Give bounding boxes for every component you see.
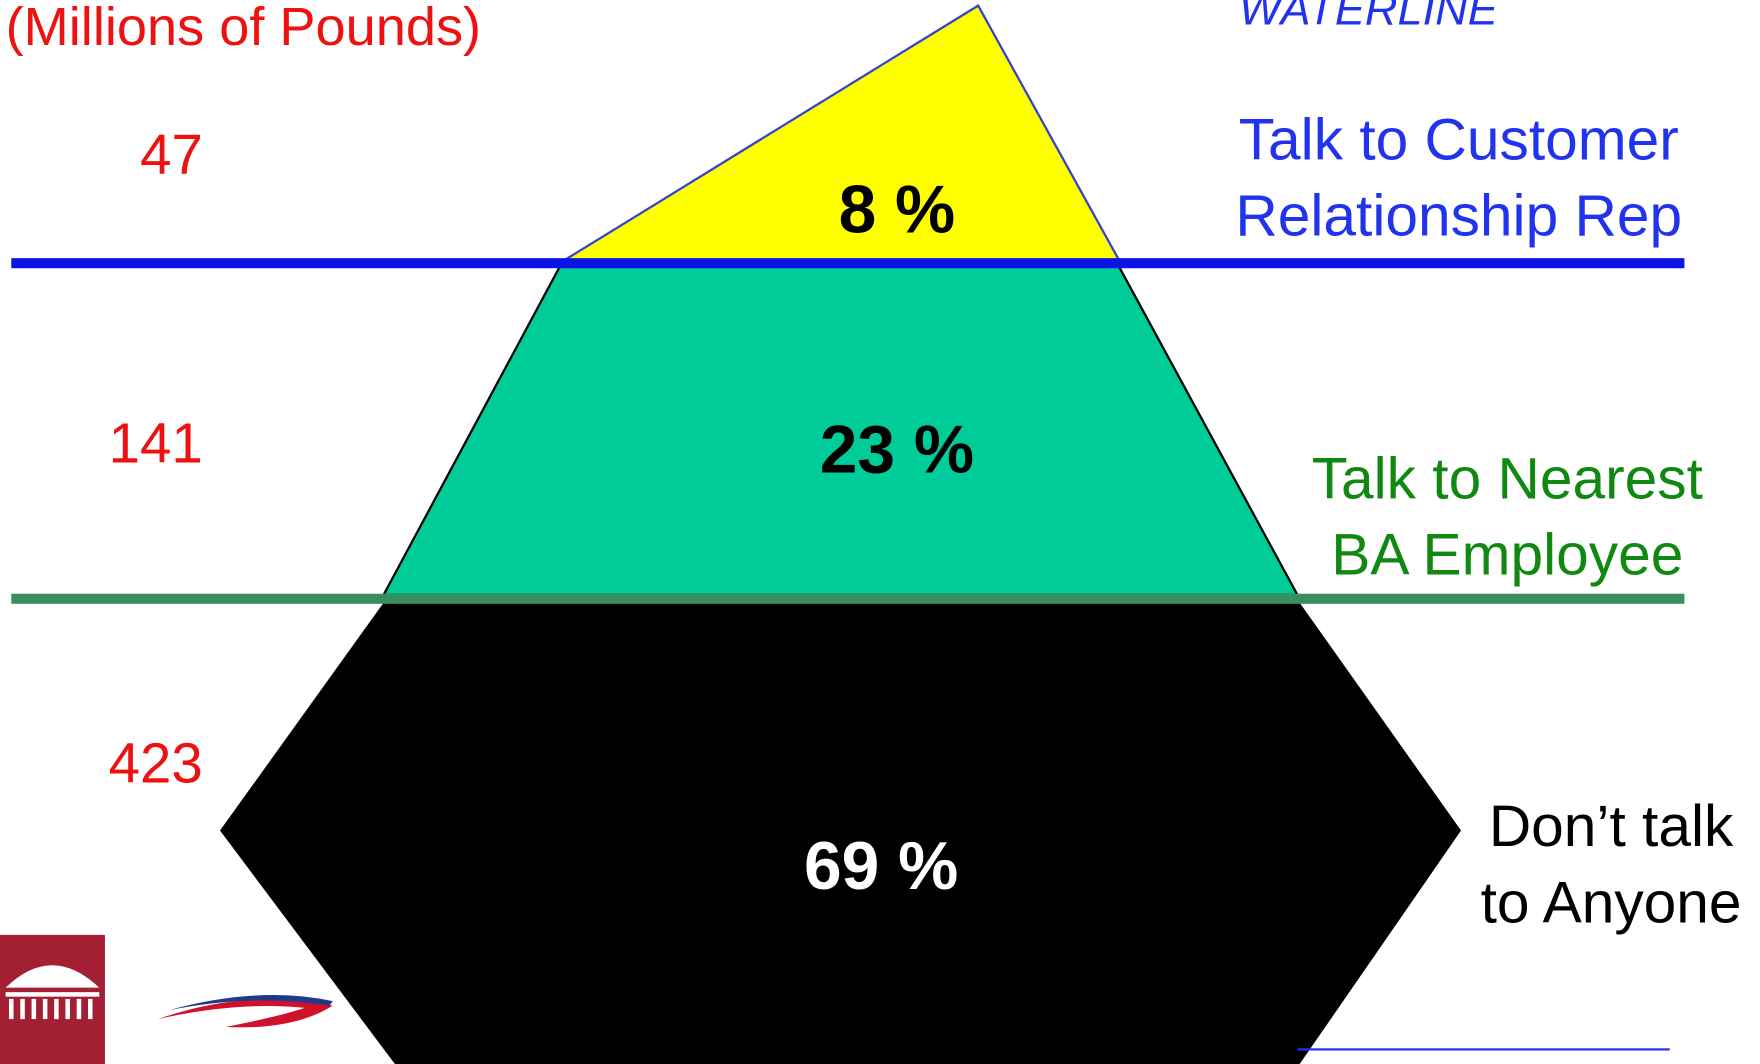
- percent: 23 %: [820, 413, 974, 488]
- level-label: to Anyone: [1481, 871, 1742, 936]
- level-label: Talk to Customer: [1239, 108, 1679, 173]
- level-label: Talk to Nearest: [1312, 446, 1703, 511]
- amount: 141: [109, 412, 203, 475]
- logo-mit: [0, 934, 105, 1064]
- percent: 69 %: [804, 829, 958, 904]
- logo-ribbon: [169, 995, 333, 1011]
- unit-label: (Millions of Pounds): [6, 0, 481, 57]
- divider-line: [11, 593, 1685, 604]
- logo-dome: [5, 965, 100, 1020]
- level-label: BA Employee: [1331, 523, 1683, 588]
- percent: 8 %: [839, 172, 956, 247]
- bottom-layer: [220, 602, 1462, 1064]
- amount: 423: [109, 731, 203, 794]
- amount: 47: [140, 123, 203, 186]
- level-label: Relationship Rep: [1235, 184, 1682, 249]
- footer-line: [1297, 1048, 1670, 1051]
- logo-ribbon: [157, 999, 333, 1028]
- waterline: [11, 258, 1685, 269]
- waterline-label: WATERLINE: [1239, 0, 1499, 35]
- level-label: Don’t talk: [1489, 794, 1734, 859]
